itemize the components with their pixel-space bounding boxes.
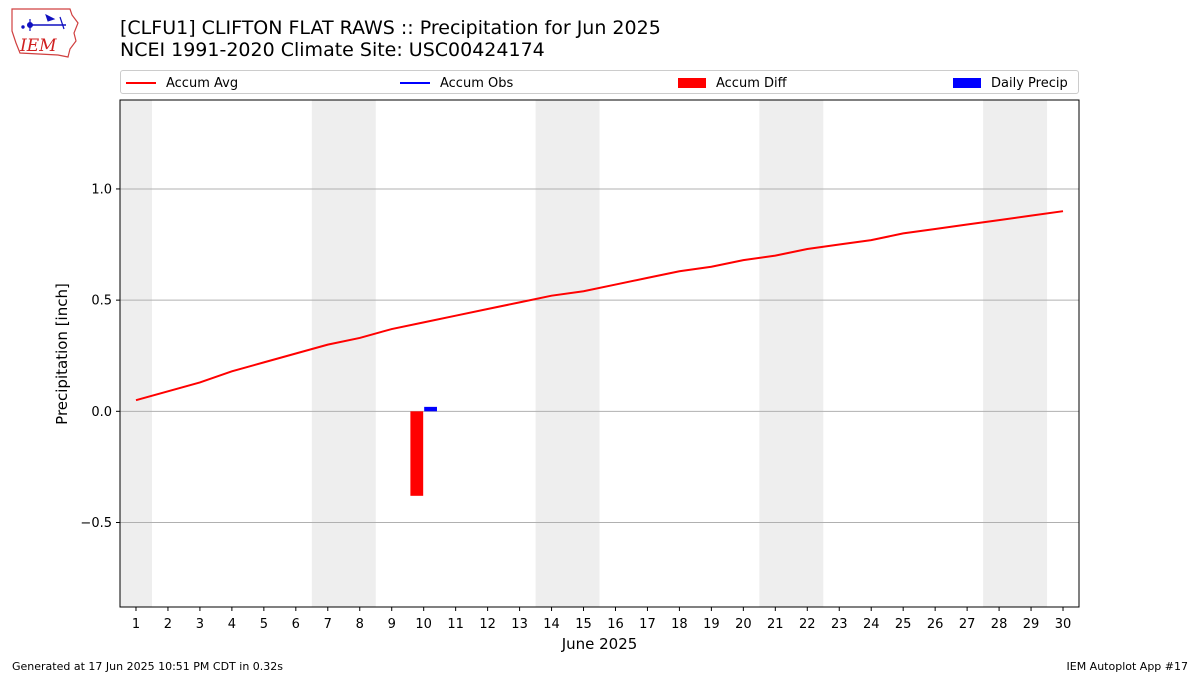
accum-avg-line [135,210,1064,402]
x-tick-label-22: 23 [831,617,848,632]
x-axis-label: June 2025 [561,635,638,653]
legend-item-accum-avg: Accum Avg [126,74,238,92]
x-axis-ticks: 1 2 3 4 5 6 7 8 9 10 11 12 13 14 15 16 17 18 19 20 21 22 23 24 2… [132,607,1071,632]
x-tick-label-21: 22 [799,617,816,632]
x-tick-label-29: 30 [1055,617,1072,632]
x-tick-label-7: 8 [356,617,364,632]
x-tick-label-28: 29 [1023,617,1040,632]
x-tick-label-11: 12 [479,617,496,632]
y-tick-label-0: −0.5 [80,516,112,531]
legend-item-accum-diff: Accum Diff [678,74,787,92]
weekend-band-1 [311,100,376,607]
weekend-band-0 [120,100,152,607]
x-tick-label-16: 17 [639,617,656,632]
weekend-band-4 [983,100,1048,607]
x-tick-label-0: 1 [132,617,140,632]
x-tick-label-9: 10 [415,617,432,632]
y-tick-label-2: 0.5 [91,294,112,309]
legend-swatch-daily-precip [953,78,981,88]
x-tick-label-6: 7 [324,617,332,632]
x-tick-label-2: 3 [196,617,204,632]
iem-logo: IEM [11,8,79,58]
x-tick-label-3: 4 [228,617,236,632]
legend-label-daily-precip: Daily Precip [991,75,1068,91]
bars [410,406,437,496]
iowa-state-outline [11,8,79,58]
x-tick-label-5: 6 [292,617,300,632]
daily-precip-bar-0 [424,406,437,412]
legend-swatch-accum-diff [678,78,706,88]
x-tick-label-25: 26 [927,617,944,632]
legend-item-daily-precip: Daily Precip [953,74,1068,92]
x-tick-label-17: 18 [671,617,688,632]
plot-frame [119,99,1080,608]
x-tick-label-12: 13 [511,617,528,632]
generated-timestamp: Generated at 17 Jun 2025 10:51 PM CDT in… [12,660,284,673]
x-tick-label-18: 19 [703,617,720,632]
series-lines [135,210,1064,402]
gridlines [120,188,1079,523]
x-tick-label-26: 27 [959,617,976,632]
accum-diff-bar-0 [410,411,424,496]
legend-label-accum-obs: Accum Obs [440,75,514,91]
weekend-band-3 [759,100,824,607]
weekend-shading [120,100,1048,607]
legend-label-accum-avg: Accum Avg [166,75,239,91]
x-tick-label-13: 14 [543,617,560,632]
weekend-band-2 [535,100,600,607]
chart-title-line1: [CLFU1] CLIFTON FLAT RAWS :: Precipitati… [120,17,661,39]
y-axis-ticks: −0.5 0.0 0.5 1.0 [80,182,120,531]
x-tick-label-20: 21 [767,617,784,632]
chart-legend: Accum Avg Accum Obs Accum Diff Daily Pre… [120,70,1079,94]
weather-station-icon [21,14,66,31]
x-tick-label-19: 20 [735,617,752,632]
legend-swatch-accum-avg [126,82,156,84]
legend-item-accum-obs: Accum Obs [400,74,513,92]
x-tick-label-10: 11 [447,617,464,632]
x-tick-label-14: 15 [575,617,592,632]
app-label: IEM Autoplot App #17 [1066,660,1189,673]
y-tick-label-3: 1.0 [91,182,112,197]
x-tick-label-27: 28 [991,617,1008,632]
legend-swatch-accum-obs [400,82,430,84]
x-tick-label-24: 25 [895,617,912,632]
chart-title: [CLFU1] CLIFTON FLAT RAWS :: Precipitati… [120,17,661,61]
chart-title-line2: NCEI 1991-2020 Climate Site: USC00424174 [120,39,545,61]
x-tick-label-23: 24 [863,617,880,632]
logo-text: IEM [19,36,57,56]
x-tick-label-15: 16 [607,617,624,632]
legend-label-accum-diff: Accum Diff [716,75,787,91]
x-tick-label-1: 2 [164,617,172,632]
x-tick-label-8: 9 [388,617,396,632]
y-tick-label-1: 0.0 [91,405,112,420]
y-axis-label: Precipitation [inch] [53,283,71,425]
x-tick-label-4: 5 [260,617,268,632]
